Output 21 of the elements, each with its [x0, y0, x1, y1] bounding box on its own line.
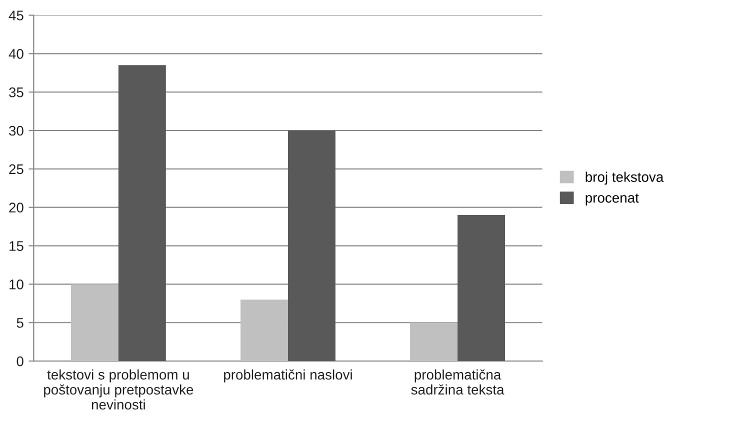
y-tick-label: 45: [8, 10, 24, 20]
y-tick-label: 25: [9, 164, 24, 174]
bar: [288, 130, 336, 362]
y-tick-label: 0: [16, 356, 24, 366]
y-tick-label: 5: [16, 318, 24, 328]
x-tick-label: problematična sadržina teksta: [411, 369, 504, 395]
bar: [70, 284, 118, 362]
y-tick-label: 15: [10, 241, 24, 251]
bar: [410, 322, 458, 362]
bar: [118, 65, 166, 362]
y-tick-label: 10: [10, 280, 24, 290]
legend-label: procenat: [586, 194, 639, 206]
y-tick-label: 35: [9, 87, 24, 98]
bar: [458, 215, 505, 362]
y-tick-label: 30: [9, 126, 24, 136]
y-tick-label: 20: [9, 202, 24, 213]
bar: [240, 300, 288, 362]
x-tick-label: tekstovi s problemom u poštovanju pretpostavke nevinosti: [44, 369, 194, 410]
y-tick-label: 40: [8, 48, 24, 59]
x-tick-label: problematični naslovi: [224, 369, 352, 382]
legend-label: broj tekstova: [586, 172, 664, 185]
